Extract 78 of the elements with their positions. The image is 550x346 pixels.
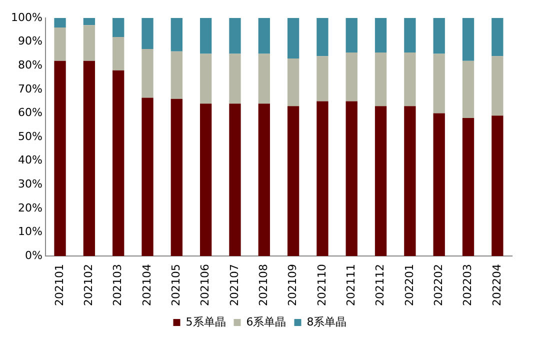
bar xyxy=(112,37,124,70)
bar xyxy=(404,106,416,256)
bar xyxy=(433,54,445,114)
x-tick-label: 202110 xyxy=(315,264,328,306)
bar xyxy=(287,58,300,106)
bar xyxy=(258,54,270,104)
bar xyxy=(287,18,300,58)
bar xyxy=(142,18,154,49)
bar xyxy=(492,56,504,116)
bar xyxy=(142,48,154,98)
x-tick-label: 202108 xyxy=(257,264,270,306)
y-tick-label: 0% xyxy=(24,248,42,262)
x-tick-label: 202203 xyxy=(461,264,474,306)
bar xyxy=(229,18,241,54)
bar xyxy=(374,18,387,53)
x-tick-label: 202103 xyxy=(111,264,124,306)
bar xyxy=(287,106,300,256)
bar xyxy=(404,18,416,53)
y-tick-label: 70% xyxy=(18,82,42,96)
bar xyxy=(374,106,387,256)
bar xyxy=(200,104,212,256)
bar xyxy=(142,98,154,256)
y-tick-label: 40% xyxy=(18,154,42,167)
bar xyxy=(229,104,241,256)
bar xyxy=(54,28,66,61)
legend-label: 8系单晶 xyxy=(306,315,347,328)
x-tick-label: 202107 xyxy=(228,264,241,306)
y-tick-label: 100% xyxy=(10,10,42,24)
bar xyxy=(492,116,504,256)
x-tick-label: 202201 xyxy=(402,264,416,306)
bar xyxy=(200,54,212,104)
bar xyxy=(316,56,328,102)
y-tick-label: 80% xyxy=(18,58,42,72)
x-tick-label: 202104 xyxy=(140,264,154,306)
bar xyxy=(433,113,445,256)
x-tick-label: 202204 xyxy=(490,264,504,306)
x-tick-label: 202101 xyxy=(52,264,66,306)
bar xyxy=(258,104,270,256)
bar xyxy=(200,18,212,54)
bar xyxy=(462,60,474,118)
x-tick-label: 202102 xyxy=(82,264,96,306)
bar xyxy=(346,101,358,256)
bar xyxy=(316,18,328,56)
bar xyxy=(346,52,358,102)
bar xyxy=(492,18,504,56)
bar xyxy=(462,118,474,256)
y-tick-label: 30% xyxy=(18,177,42,190)
x-tick-label: 202112 xyxy=(374,264,387,306)
bar xyxy=(54,60,66,256)
bar xyxy=(170,98,182,256)
bar xyxy=(54,18,66,28)
bar xyxy=(433,18,445,54)
bar xyxy=(83,60,96,256)
y-tick-label: 20% xyxy=(18,201,42,214)
bar xyxy=(112,18,124,38)
bar xyxy=(258,18,270,54)
bar xyxy=(346,18,358,53)
x-tick-label: 202105 xyxy=(170,264,183,306)
bar xyxy=(229,54,241,104)
y-tick-label: 90% xyxy=(18,34,42,48)
x-tick-label: 202109 xyxy=(286,264,300,306)
y-tick-label: 60% xyxy=(18,106,42,120)
legend-label: 5系单晶 xyxy=(186,315,226,328)
y-tick-label: 10% xyxy=(18,225,42,238)
x-tick-label: 202106 xyxy=(198,264,212,306)
bar xyxy=(316,101,328,256)
legend-label: 6系单晶 xyxy=(246,315,286,328)
bar xyxy=(170,18,182,52)
x-tick-label: 202111 xyxy=(344,264,358,306)
bar xyxy=(404,52,416,106)
x-tick-label: 202202 xyxy=(432,264,445,306)
y-tick-label: 50% xyxy=(18,130,42,143)
bar xyxy=(112,70,124,256)
bar xyxy=(374,52,387,106)
bar xyxy=(83,25,96,61)
bar xyxy=(170,51,182,99)
bar xyxy=(83,18,96,26)
bar xyxy=(462,18,474,61)
